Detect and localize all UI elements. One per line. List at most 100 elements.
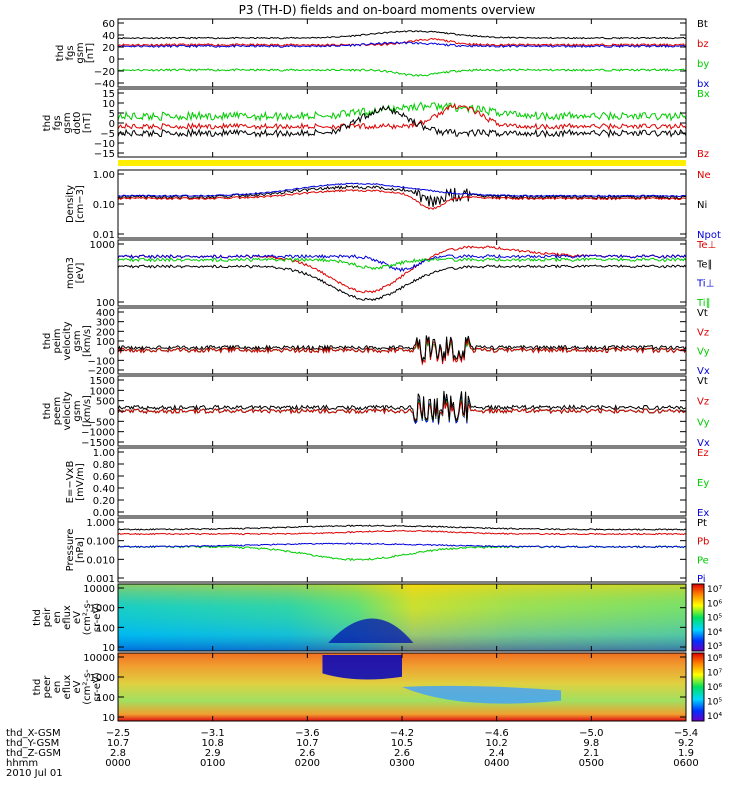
- legend-entry: Vx: [697, 366, 710, 377]
- y-axis-label: thd: [55, 45, 66, 62]
- axis-row-value: 10.2: [486, 738, 508, 749]
- axis-row-value: 2.9: [205, 748, 221, 759]
- y-axis-label: mom3: [65, 257, 76, 289]
- axis-date: 2010 Jul 01: [6, 768, 63, 779]
- y-tick-label: 10000: [83, 584, 115, 595]
- legend-entry: Npot: [697, 230, 721, 241]
- colorbar: [691, 652, 705, 722]
- legend-entry: Te∥: [696, 259, 713, 270]
- y-tick-label: 60: [102, 19, 115, 30]
- y-tick-label: −1000: [81, 428, 115, 439]
- y-axis-label: Density: [65, 185, 76, 223]
- legend-entry: Pi: [697, 574, 706, 585]
- y-tick-label: −100: [88, 356, 115, 367]
- by-trace: [117, 68, 687, 78]
- legend-entry: Pb: [697, 537, 709, 548]
- y-tick-label: 5: [109, 109, 115, 120]
- bz-dot0-trace: [117, 102, 687, 131]
- legend-entry: by: [697, 59, 709, 70]
- y-axis-label: [mV/m]: [75, 463, 86, 501]
- axis-row-value: 2.6: [299, 748, 315, 759]
- panel-frame-peim-velocity: [117, 307, 687, 375]
- axis-row-value: −2.5: [106, 728, 130, 739]
- y-axis-label: sr-eV): [92, 672, 103, 701]
- y-tick-label: 10000: [83, 653, 115, 664]
- axis-row-value: 0500: [579, 758, 604, 769]
- y-tick-label: 1000: [90, 604, 115, 615]
- legend-entry: bx: [697, 79, 709, 90]
- y-axis-label: thd: [32, 609, 43, 626]
- y-axis-label: (cm²-s-: [82, 669, 93, 705]
- axis-row-value: 9.2: [678, 738, 694, 749]
- y-tick-label: 400: [96, 308, 115, 319]
- colorbar-label: 10⁵: [707, 698, 722, 708]
- y-axis-label: eV: [72, 680, 83, 693]
- y-tick-label: 0.80: [93, 460, 115, 471]
- axis-row-value: 2.1: [583, 748, 599, 759]
- y-tick-label: 200: [96, 327, 115, 338]
- y-tick-label: −10: [94, 139, 115, 150]
- y-axis-label: gsm: [62, 112, 73, 133]
- panel-frame-temperature: [117, 239, 687, 307]
- axis-row-value: 10.8: [202, 738, 224, 749]
- bz-trace: [117, 37, 687, 47]
- bx-trace: [117, 41, 687, 48]
- y-axis-label: [nT]: [82, 113, 93, 133]
- legend-entry: Pe: [697, 555, 709, 566]
- panel-frame-fgs-gsm: [117, 18, 687, 88]
- axis-row-value: −5.0: [579, 728, 603, 739]
- legend-entry: Bt: [697, 19, 708, 30]
- axis-row-value: −3.1: [201, 728, 225, 739]
- y-tick-label: 10: [102, 99, 115, 110]
- te-par-trace: [117, 264, 687, 302]
- y-axis-label: peir: [42, 607, 53, 627]
- colorbar: [691, 583, 705, 652]
- y-axis-label: fgs: [65, 45, 76, 60]
- y-axis-label: [cm−3]: [75, 185, 86, 223]
- y-axis-label: gsm: [72, 330, 83, 351]
- y-axis-label: velocity: [62, 391, 73, 430]
- axis-row-value: 0300: [389, 758, 414, 769]
- legend-entry: Vy: [697, 417, 710, 428]
- axis-row-value: 0100: [200, 758, 225, 769]
- y-axis-label: sr-eV): [92, 603, 103, 632]
- axis-row-value: 0200: [295, 758, 320, 769]
- y-axis-label: eV: [72, 611, 83, 624]
- y-axis-label: eflux: [62, 675, 73, 700]
- peem-vt-trace: [117, 390, 687, 424]
- pb-trace: [117, 529, 687, 536]
- y-tick-label: 1.00: [93, 170, 115, 181]
- axis-row-value: 10.7: [296, 738, 318, 749]
- ti-par-trace: [117, 257, 687, 271]
- axis-row-value: −5.4: [674, 728, 698, 739]
- y-tick-label: 1000: [90, 240, 115, 251]
- axis-row-value: 2.8: [110, 748, 126, 759]
- ti-perp-trace: [117, 253, 687, 273]
- y-tick-label: 1.00: [93, 448, 115, 459]
- pt-trace: [117, 524, 687, 531]
- y-tick-label: 0: [109, 119, 115, 130]
- y-axis-label: peim: [52, 328, 63, 353]
- by-dot0-trace: [117, 105, 687, 139]
- y-tick-label: −20: [94, 67, 115, 78]
- y-axis-label: peer: [42, 675, 53, 699]
- y-axis-label: Pressure: [65, 529, 76, 572]
- y-tick-label: 20: [102, 43, 115, 54]
- colorbar-label: 10⁵: [707, 614, 722, 624]
- colorbar-label: 10⁶: [707, 683, 722, 693]
- panel-frame-fgs-gsm-dot0: [117, 88, 687, 158]
- y-tick-label: 10: [102, 643, 115, 654]
- colorbar-label: 10⁷: [707, 669, 722, 679]
- y-axis-label: velocity: [62, 321, 73, 360]
- y-axis-label: thd: [42, 115, 53, 132]
- y-tick-label: 1500: [90, 376, 115, 387]
- legend-entry: Ne: [697, 170, 711, 181]
- y-axis-label: en: [52, 611, 63, 624]
- y-axis-label: fgs: [52, 115, 63, 130]
- y-tick-label: −500: [88, 417, 115, 428]
- y-tick-label: 15: [102, 89, 115, 100]
- y-axis-label: thd: [42, 333, 53, 350]
- peem-vz-trace: [117, 400, 687, 421]
- colorbar-label: 10³: [707, 642, 722, 652]
